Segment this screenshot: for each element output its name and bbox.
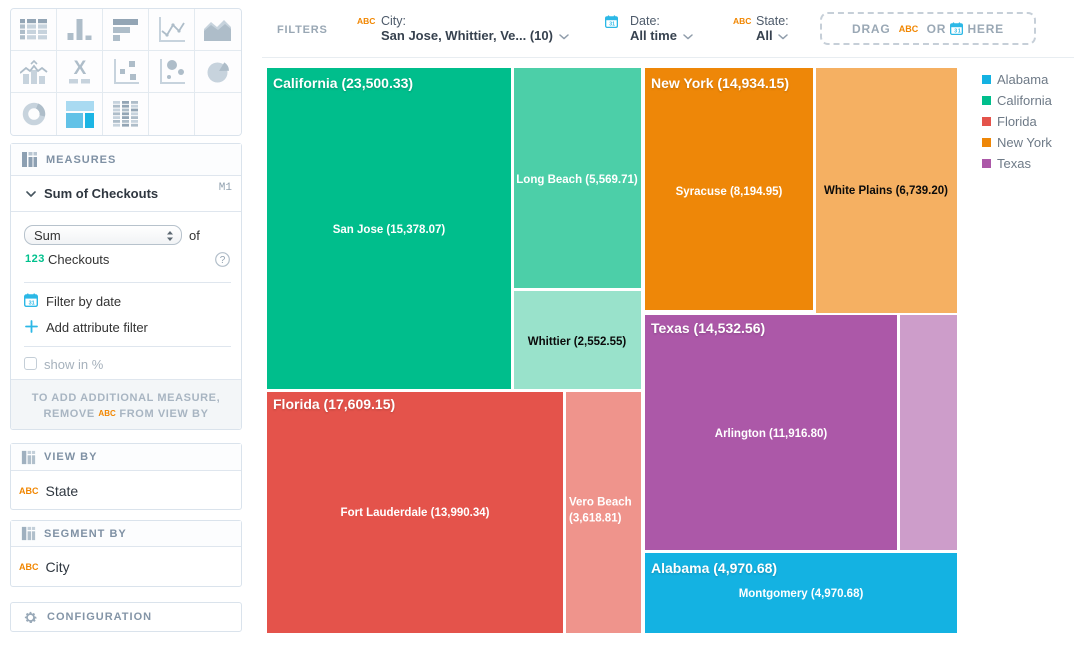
svg-text:31: 31	[29, 300, 35, 306]
svg-text:X: X	[73, 59, 86, 79]
svg-text:?: ?	[220, 255, 226, 266]
svg-text:31: 31	[609, 21, 615, 27]
svg-text:31: 31	[955, 28, 962, 34]
